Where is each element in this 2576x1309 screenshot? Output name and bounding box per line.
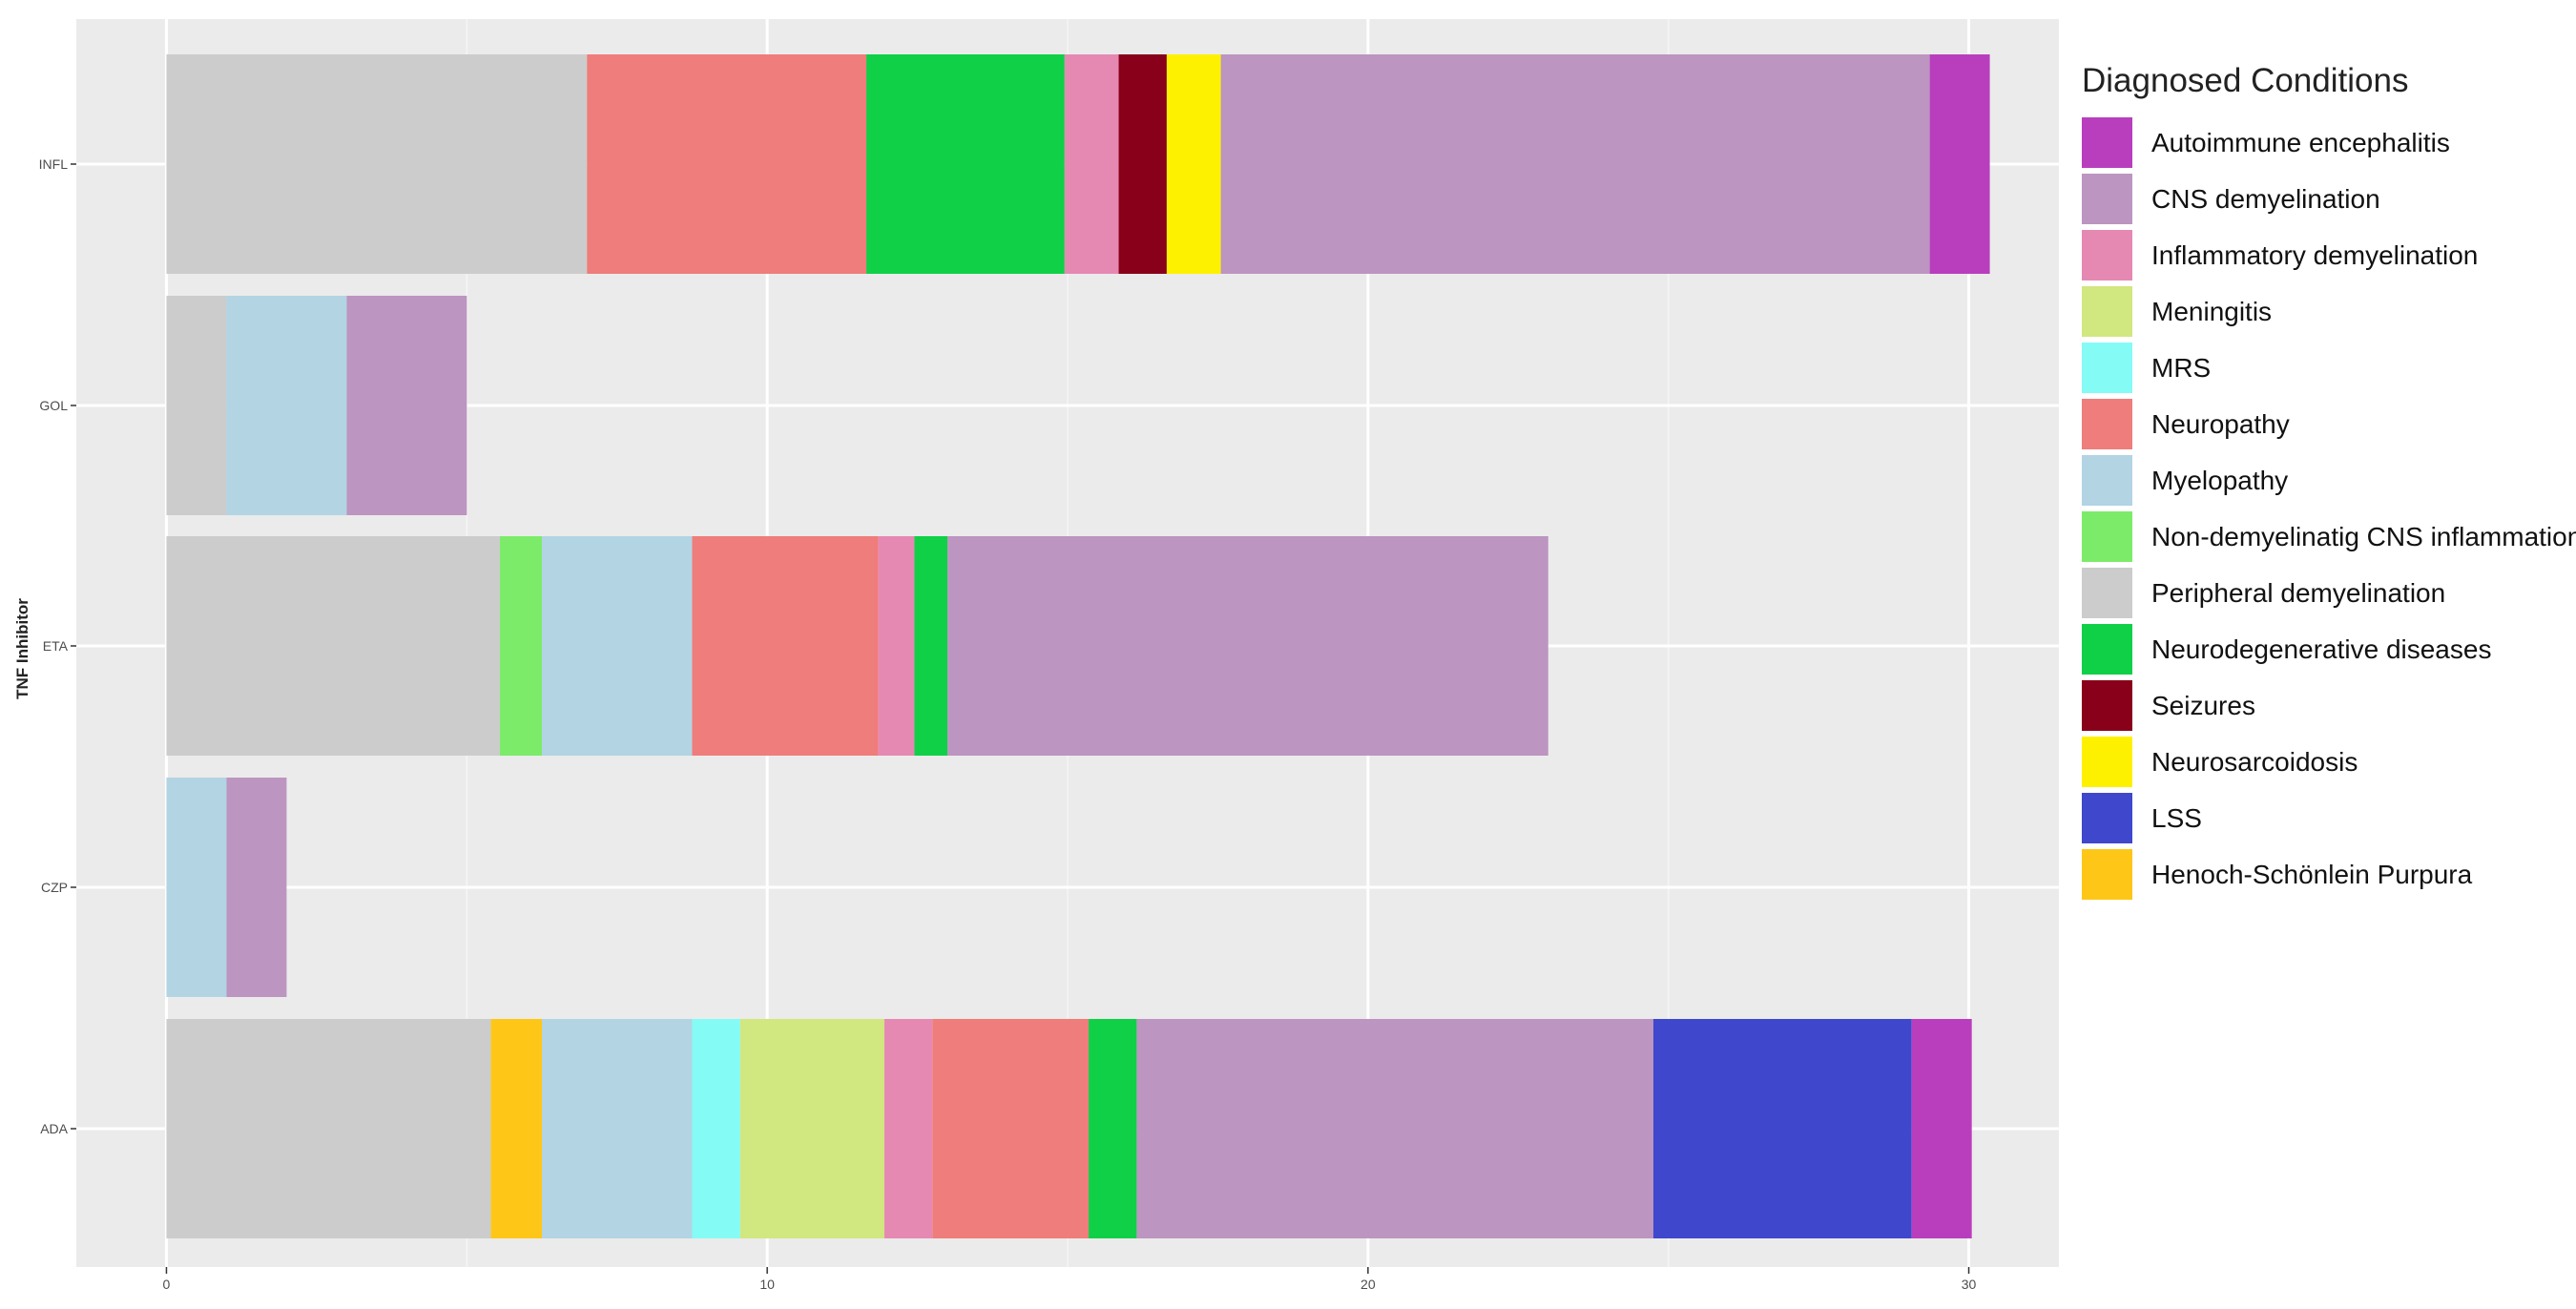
legend-item: Autoimmune encephalitis bbox=[2070, 114, 2571, 171]
y-tick-label: ETA bbox=[43, 638, 69, 654]
legend: Diagnosed Conditions Autoimmune encephal… bbox=[2070, 57, 2576, 903]
bar-segment bbox=[1929, 54, 1990, 274]
legend-item: Neurodegenerative diseases bbox=[2070, 621, 2571, 677]
bar-segment bbox=[692, 1019, 740, 1238]
legend-label: Non-demyelinatig CNS inflammation bbox=[2151, 521, 2576, 551]
bar-segment bbox=[1652, 1019, 1912, 1238]
legend-label: MRS bbox=[2151, 352, 2212, 383]
bar-segment bbox=[1118, 54, 1167, 274]
bar-segment bbox=[499, 536, 543, 756]
bar-segment bbox=[739, 1019, 884, 1238]
y-tick-label: GOL bbox=[39, 398, 68, 413]
legend-title: Diagnosed Conditions bbox=[2082, 62, 2409, 99]
legend-color-key bbox=[2082, 455, 2132, 506]
legend-label: LSS bbox=[2151, 802, 2202, 833]
bar-segment bbox=[947, 536, 1548, 756]
legend-label: Henoch-Schönlein Purpura bbox=[2151, 859, 2473, 889]
legend-color-key bbox=[2082, 680, 2132, 731]
bar-segment bbox=[1220, 54, 1930, 274]
legend-color-key bbox=[2082, 568, 2132, 618]
bar-segment bbox=[166, 536, 500, 756]
bar-segment bbox=[1911, 1019, 1972, 1238]
legend-label: Meningitis bbox=[2151, 296, 2273, 326]
x-tick-label: 10 bbox=[759, 1277, 775, 1292]
legend-items: Autoimmune encephalitis CNS demyelination… bbox=[2070, 114, 2576, 903]
legend-item: Myelopathy bbox=[2070, 452, 2571, 509]
stacked-bar-chart: 0 10 20 30 INFL GOL ETA CZP ADA TNF Inhibitor bbox=[13, 19, 2059, 1292]
x-tick-label: 20 bbox=[1361, 1277, 1376, 1292]
legend-color-key bbox=[2082, 399, 2132, 449]
legend-item: Meningitis bbox=[2070, 283, 2571, 340]
legend-item: MRS bbox=[2070, 340, 2571, 396]
y-tick-label: ADA bbox=[40, 1121, 68, 1136]
legend-color-key bbox=[2082, 511, 2132, 562]
legend-color-key bbox=[2082, 343, 2132, 393]
legend-item: Henoch-Schönlein Purpura bbox=[2070, 846, 2571, 903]
legend-label: Neurosarcoidosis bbox=[2151, 746, 2358, 777]
legend-label: Autoimmune encephalitis bbox=[2151, 127, 2450, 157]
y-tick-label: INFL bbox=[39, 156, 69, 172]
axes: 0 10 20 30 INFL GOL ETA CZP ADA bbox=[39, 156, 1977, 1292]
legend-item: Seizures bbox=[2070, 677, 2571, 734]
bar-segment bbox=[866, 54, 1065, 274]
bar-segment bbox=[166, 54, 588, 274]
bar-segment bbox=[226, 296, 347, 515]
bars bbox=[166, 54, 1990, 1238]
legend-color-key bbox=[2082, 286, 2132, 337]
bar-segment bbox=[346, 296, 467, 515]
y-axis-title: TNF Inhibitor bbox=[13, 598, 31, 699]
y-tick-label: CZP bbox=[41, 880, 68, 895]
bar-segment bbox=[587, 54, 867, 274]
bar-segment bbox=[914, 536, 948, 756]
x-tick-label: 0 bbox=[163, 1277, 171, 1292]
legend-color-key bbox=[2082, 174, 2132, 224]
legend-item: Neurosarcoidosis bbox=[2070, 734, 2571, 790]
legend-label: Myelopathy bbox=[2151, 465, 2289, 495]
legend-item: CNS demyelination bbox=[2070, 171, 2571, 227]
legend-color-key bbox=[2082, 849, 2132, 900]
bar-segment bbox=[932, 1019, 1090, 1238]
legend-label: Neurodegenerative diseases bbox=[2151, 634, 2492, 664]
legend-item: LSS bbox=[2070, 790, 2571, 846]
bar-segment bbox=[1136, 1019, 1653, 1238]
bar-segment bbox=[166, 296, 227, 515]
bar-segment bbox=[226, 778, 287, 997]
legend-label: Neuropathy bbox=[2151, 408, 2290, 439]
bar-segment bbox=[166, 1019, 491, 1238]
bar-segment bbox=[1166, 54, 1221, 274]
legend-color-key bbox=[2082, 117, 2132, 168]
legend-label: Peripheral demyelination bbox=[2151, 577, 2446, 608]
bar-segment bbox=[542, 1019, 693, 1238]
bar-segment bbox=[878, 536, 915, 756]
legend-color-key bbox=[2082, 624, 2132, 675]
bar-segment bbox=[1089, 1019, 1137, 1238]
bar-segment bbox=[490, 1019, 543, 1238]
legend-color-key bbox=[2082, 737, 2132, 787]
legend-color-key bbox=[2082, 793, 2132, 843]
bar-segment bbox=[1064, 54, 1119, 274]
bar-segment bbox=[166, 778, 227, 997]
legend-label: Inflammatory demyelination bbox=[2151, 239, 2479, 270]
x-tick-label: 30 bbox=[1962, 1277, 1977, 1292]
bar-segment bbox=[883, 1019, 933, 1238]
bar-segment bbox=[692, 536, 879, 756]
legend-item: Inflammatory demyelination bbox=[2070, 227, 2571, 283]
legend-label: Seizures bbox=[2151, 690, 2255, 720]
legend-label: CNS demyelination bbox=[2151, 183, 2380, 214]
legend-color-key bbox=[2082, 230, 2132, 280]
bar-segment bbox=[542, 536, 693, 756]
legend-item: Peripheral demyelination bbox=[2070, 565, 2571, 621]
legend-item: Non-demyelinatig CNS inflammation bbox=[2070, 509, 2576, 565]
legend-item: Neuropathy bbox=[2070, 396, 2571, 452]
